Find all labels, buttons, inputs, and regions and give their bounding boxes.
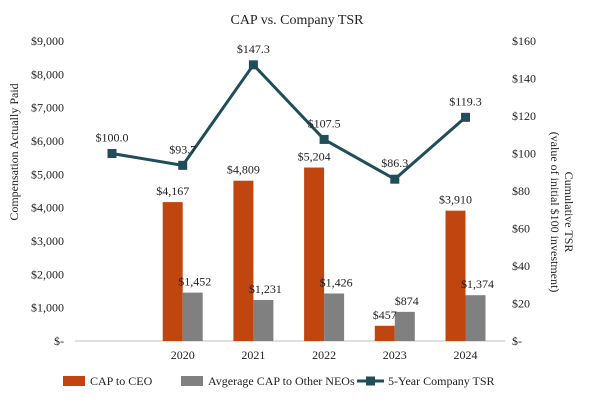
bar-cap-to-ceo xyxy=(233,180,254,341)
tsr-data-label: $119.3 xyxy=(449,94,482,108)
tsr-marker xyxy=(107,149,117,158)
bar-data-label: $1,452 xyxy=(178,275,211,289)
bar-data-label: $4,809 xyxy=(227,163,260,177)
bar-cap-to-ceo xyxy=(445,210,466,341)
legend: CAP to CEO Avgerage CAP to Other NEOs 5-Ye… xyxy=(63,374,495,388)
right-axis-label-subtitle: (value of initial $100 investment) xyxy=(548,132,562,293)
x-tick-label: 2022 xyxy=(312,348,336,362)
bar-series xyxy=(162,167,486,341)
left-tick-label: $7,000 xyxy=(31,101,64,115)
bar-data-label: $1,231 xyxy=(249,282,282,296)
left-tick-label: $3,000 xyxy=(31,234,64,248)
legend-label-cap-to-ceo: CAP to CEO xyxy=(90,374,153,388)
left-tick-label: $2,000 xyxy=(31,267,64,281)
tsr-data-label: $93.7 xyxy=(169,142,196,156)
left-tick-label: $8,000 xyxy=(31,67,64,81)
bar-cap-to-ceo xyxy=(374,325,395,341)
left-axis-label: Compensation Actually Paid xyxy=(7,83,21,220)
tsr-marker xyxy=(248,60,258,70)
right-tick-label: $140 xyxy=(512,72,536,86)
x-tick-label: 2023 xyxy=(383,348,407,362)
x-tick-label: 2021 xyxy=(241,348,265,362)
bar-data-label: $5,204 xyxy=(298,150,331,164)
right-tick-label: $80 xyxy=(512,184,530,198)
bar-avg-cap-other-neos xyxy=(465,295,486,341)
legend-swatch-avg-cap-other-neos xyxy=(181,376,203,386)
left-axis-ticks: $- $1,000 $2,000 $3,000 $4,000 $5,000 $6,000 $7… xyxy=(31,34,64,348)
tsr-data-label: $147.3 xyxy=(237,42,270,56)
bar-data-label: $1,374 xyxy=(461,277,494,291)
x-axis-ticks: 2020 2021 2022 2023 2024 xyxy=(171,348,478,362)
left-tick-label: $6,000 xyxy=(31,134,64,148)
right-tick-label: $20 xyxy=(512,297,530,311)
x-tick-label: 2024 xyxy=(454,348,478,362)
legend-marker-tsr xyxy=(366,376,375,386)
tsr-line xyxy=(111,62,467,182)
bar-data-label: $3,910 xyxy=(439,193,472,207)
tsr-marker xyxy=(390,174,400,184)
tsr-data-label: $107.5 xyxy=(308,116,341,130)
bar-avg-cap-other-neos xyxy=(182,292,203,341)
left-tick-label: $4,000 xyxy=(31,201,64,215)
left-tick-label: $1,000 xyxy=(31,301,64,315)
chart-title: CAP vs. Company TSR xyxy=(230,13,364,28)
left-tick-label: $5,000 xyxy=(31,167,64,181)
legend-swatch-cap-to-ceo xyxy=(63,376,85,386)
right-tick-label: $160 xyxy=(512,34,536,48)
tsr-marker xyxy=(178,160,188,170)
right-tick-label: $60 xyxy=(512,222,530,236)
bar-avg-cap-other-neos xyxy=(324,293,345,341)
bar-avg-cap-other-neos xyxy=(253,299,274,341)
left-tick-label: $- xyxy=(54,334,64,348)
right-tick-label: $120 xyxy=(512,109,536,123)
x-tick-label: 2020 xyxy=(171,348,195,362)
legend-label-avg-cap-other-neos: Avgerage CAP to Other NEOs xyxy=(208,374,355,388)
bar-data-labels: $4,167 $1,452 $4,809 $1,231 $5,204 $1,426 $457… xyxy=(156,150,494,322)
bar-cap-to-ceo xyxy=(162,202,183,341)
bar-avg-cap-other-neos xyxy=(394,311,415,341)
tsr-marker xyxy=(319,134,329,144)
tsr-marker xyxy=(461,112,470,122)
right-axis-label: Cumulative TSR xyxy=(562,172,576,253)
left-tick-label: $9,000 xyxy=(31,34,64,48)
bar-data-label: $874 xyxy=(395,294,419,308)
legend-label-tsr: 5-Year Company TSR xyxy=(388,374,495,388)
right-tick-label: $100 xyxy=(512,147,536,161)
right-tick-label: $40 xyxy=(512,259,530,273)
bar-data-label: $1,426 xyxy=(320,275,353,289)
tsr-data-labels: $100.0 $93.7 $147.3 $107.5 $86.3 $119.3 xyxy=(96,42,482,170)
right-tick-label: $- xyxy=(512,334,522,348)
tsr-data-label: $100.0 xyxy=(96,131,129,145)
tsr-data-label: $86.3 xyxy=(381,156,408,170)
tsr-line-series xyxy=(107,60,470,184)
bar-cap-to-ceo xyxy=(304,167,325,341)
bar-data-label: $4,167 xyxy=(156,184,189,198)
right-axis-ticks: $- $20 $40 $60 $80 $100 $120 $140 $160 xyxy=(512,34,536,348)
bar-data-label: $457 xyxy=(373,308,397,322)
